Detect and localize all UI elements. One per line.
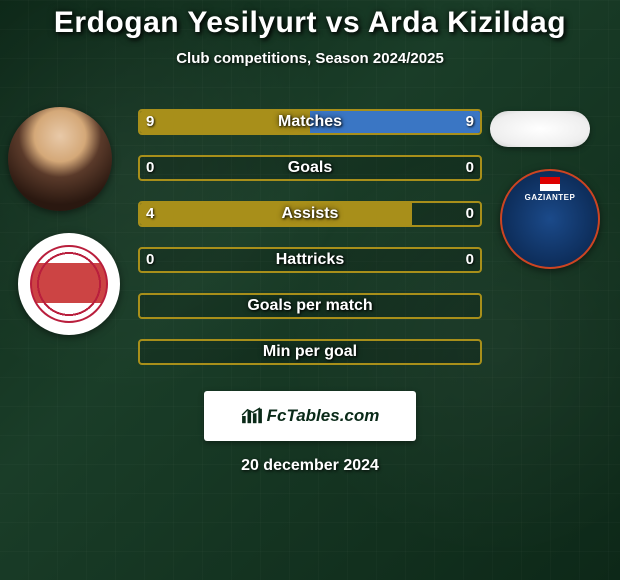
- brand-name: FcTables.com: [267, 406, 380, 426]
- stats-area: 9Matches90Goals04Assists00Hattricks0Goal…: [0, 97, 620, 387]
- stat-value-right: 9: [466, 111, 474, 133]
- stat-bar: 0Hattricks0: [138, 247, 482, 273]
- player2-club-badge: [500, 169, 600, 269]
- stat-bar: Min per goal: [138, 339, 482, 365]
- stat-bar: 4Assists0: [138, 201, 482, 227]
- stat-bar: Goals per match: [138, 293, 482, 319]
- player2-avatar: [490, 111, 590, 147]
- stat-bar: 9Matches9: [138, 109, 482, 135]
- brand-chart-icon: [241, 407, 263, 425]
- brand-logo-box: FcTables.com: [204, 391, 416, 441]
- stat-value-right: 0: [466, 203, 474, 225]
- player1-avatar: [8, 107, 112, 211]
- stat-label: Assists: [140, 203, 480, 225]
- subtitle: Club competitions, Season 2024/2025: [0, 50, 620, 67]
- stat-bars-container: 9Matches90Goals04Assists00Hattricks0Goal…: [138, 109, 482, 385]
- stat-label: Matches: [140, 111, 480, 133]
- date-label: 20 december 2024: [0, 457, 620, 475]
- stat-bar: 0Goals0: [138, 155, 482, 181]
- stat-label: Goals per match: [140, 295, 480, 317]
- player1-club-badge: [18, 233, 120, 335]
- page-title: Erdogan Yesilyurt vs Arda Kizildag: [0, 0, 620, 40]
- stat-value-right: 0: [466, 157, 474, 179]
- stat-value-right: 0: [466, 249, 474, 271]
- stat-label: Min per goal: [140, 341, 480, 363]
- stat-label: Hattricks: [140, 249, 480, 271]
- stat-label: Goals: [140, 157, 480, 179]
